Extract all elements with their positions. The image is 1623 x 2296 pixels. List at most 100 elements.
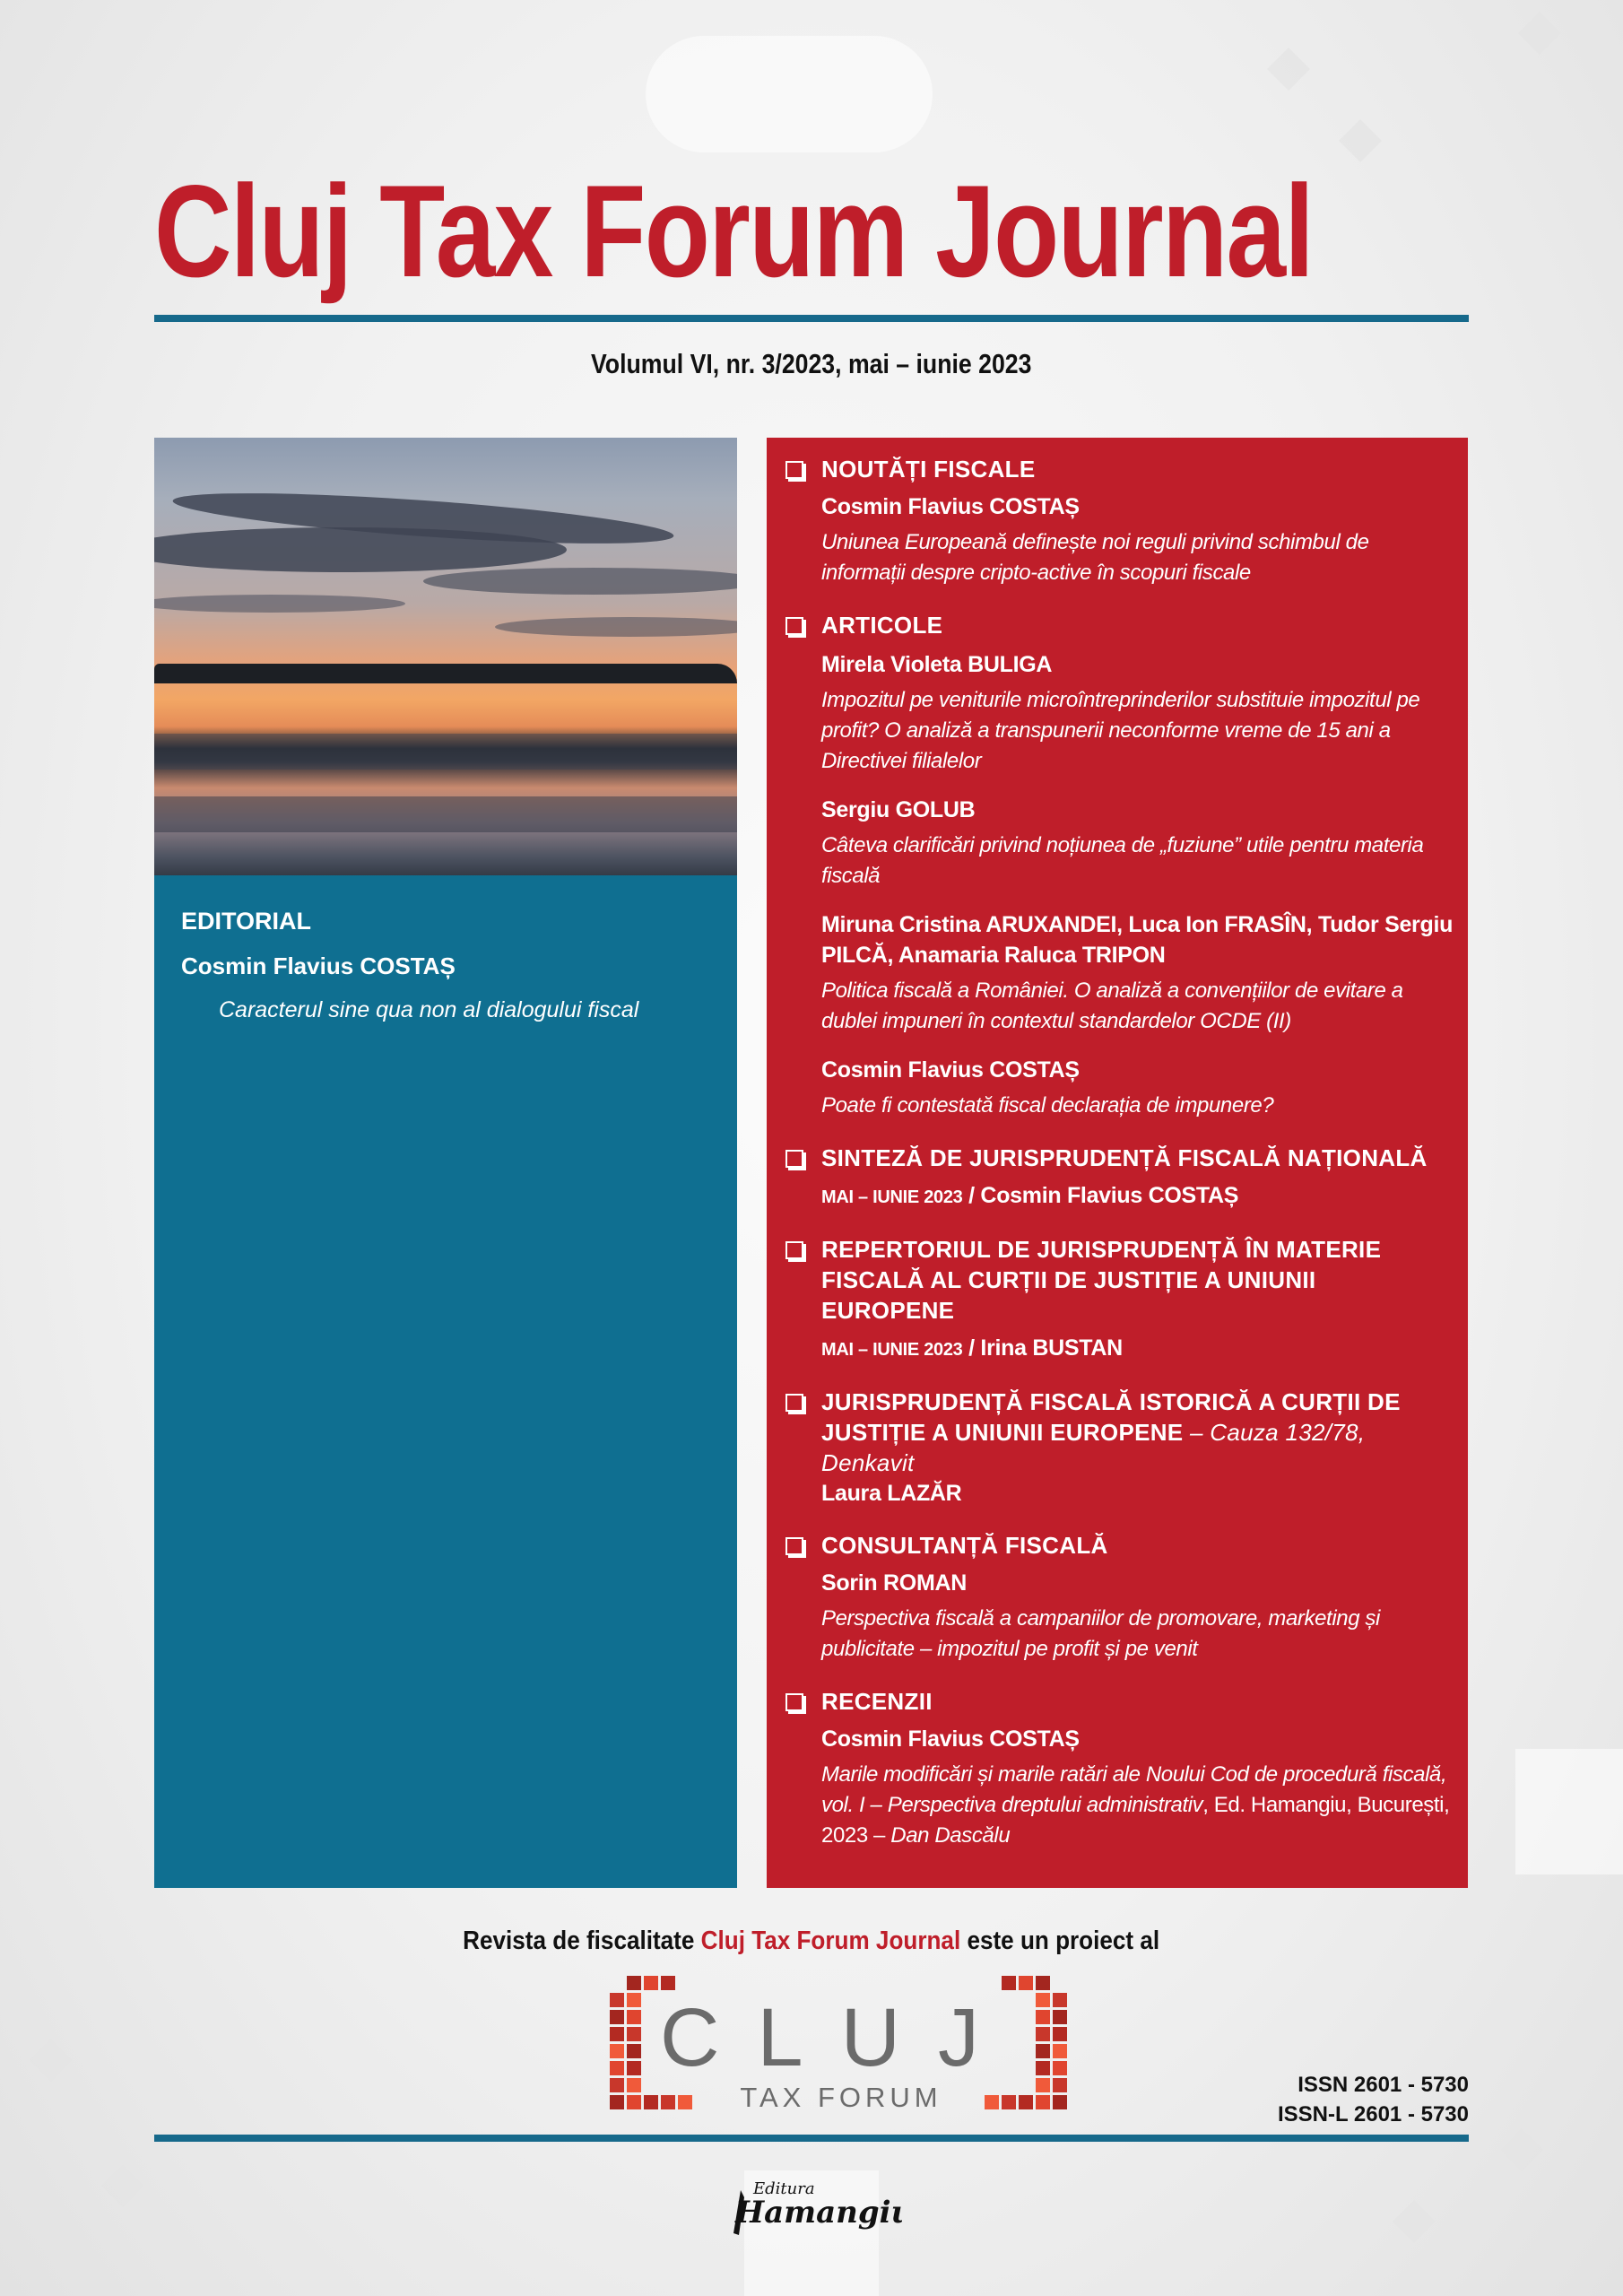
logo-pixel-square <box>1036 2095 1050 2109</box>
project-statement-prefix: Revista de fiscalitate <box>463 1926 702 1955</box>
logo-pixel-square <box>1053 2095 1067 2109</box>
logo-pixel-square <box>644 1976 658 1990</box>
logo-pixel-square <box>610 2010 624 2024</box>
background-cloud-shape <box>646 36 933 152</box>
article-title: Politica fiscală a României. O analiză a… <box>821 978 1403 1033</box>
section-heading-text: JURISPRUDENȚĂ FISCALĂ ISTORICĂ A CURȚII … <box>821 1388 1401 1446</box>
background-envelope-shape <box>1515 1749 1623 1874</box>
photo-treeline <box>154 664 737 683</box>
issue-info-text: Volumul VI, nr. 3/2023, mai – iunie 2023 <box>591 348 1032 379</box>
article-entry: Cosmin Flavius COSTAȘ Poate fi contestat… <box>821 1055 1454 1121</box>
photo-reflection <box>154 796 737 832</box>
cluj-tax-forum-logo: CLUJ TAX FORUM <box>610 1976 1067 2110</box>
logo-pixel-square <box>1036 2027 1050 2041</box>
article-author: / Irina BUSTAN <box>962 1335 1123 1361</box>
checkbox-bullet-icon <box>785 1394 803 1412</box>
logo-pixel-square <box>1002 2095 1016 2109</box>
background-diamond <box>1499 2127 1544 2172</box>
logo-pixel-square <box>1036 2061 1050 2075</box>
section-heading: JURISPRUDENȚĂ FISCALĂ ISTORICĂ A CURȚII … <box>821 1387 1454 1478</box>
article-entry: Sergiu GOLUB Câteva clarificări privind … <box>821 795 1454 891</box>
case-reference: – Cauza 132/78, Denkavit <box>821 1419 1366 1476</box>
section-recenzii: RECENZII Cosmin Flavius COSTAȘ Marile mo… <box>785 1686 1454 1851</box>
logo-pixel-square <box>1019 2095 1033 2109</box>
section-heading: REPERTORIUL DE JURISPRUDENȚĂ ÎN MATERIE … <box>821 1236 1382 1324</box>
photo-cloud <box>423 568 737 595</box>
article-author: Cosmin Flavius COSTAȘ <box>821 494 1080 519</box>
logo-pixel-square <box>661 2095 675 2109</box>
logo-pixel-square <box>1002 1976 1016 1990</box>
logo-pixel-square <box>627 2010 641 2024</box>
section-heading: NOUTĂȚI FISCALE <box>821 456 1036 483</box>
article-author: Cosmin Flavius COSTAȘ <box>821 1057 1080 1083</box>
logo-tax-forum-text: TAX FORUM <box>740 2082 942 2110</box>
project-statement: Revista de fiscalitate Cluj Tax Forum Jo… <box>0 1926 1623 1956</box>
logo-pixel-square <box>644 2095 658 2109</box>
top-divider <box>154 315 1469 322</box>
article-author: Cosmin Flavius COSTAȘ <box>821 1726 1080 1752</box>
article-title: Impozitul pe veniturile microîntreprinde… <box>821 688 1420 773</box>
book-publisher: , Ed. Hamangiu, București, 2023 – <box>821 1793 1450 1848</box>
checkbox-bullet-icon <box>785 1537 803 1555</box>
logo-pixel-square <box>610 2061 624 2075</box>
section-articole: ARTICOLE Mirela Violeta BULIGA Impozitul… <box>785 610 1454 1121</box>
logo-pixel-square <box>610 2044 624 2058</box>
photo-reflection <box>154 734 737 770</box>
checkbox-bullet-icon <box>785 617 803 635</box>
logo-pixel-square <box>1053 2061 1067 2075</box>
checkbox-bullet-icon <box>785 1150 803 1168</box>
period: MAI – IUNIE 2023 <box>821 1340 963 1360</box>
article-author: Sergiu GOLUB <box>821 797 976 822</box>
photo-cloud <box>154 595 405 613</box>
section-period-author: MAI – IUNIE 2023 / Cosmin Flavius COSTAȘ <box>821 1180 1454 1213</box>
section-noutati-fiscale: NOUTĂȚI FISCALE Cosmin Flavius COSTAȘ Un… <box>785 454 1454 588</box>
editorial-panel: EDITORIAL Cosmin Flavius COSTAȘ Caracter… <box>154 875 737 1888</box>
logo-pixel-square <box>1036 1976 1050 1990</box>
section-heading: ARTICOLE <box>821 612 943 639</box>
book-title: Marile modificări și marile ratări ale N… <box>821 1762 1447 1817</box>
logo-pixel-square <box>627 2044 641 2058</box>
logo-pixel-square <box>627 2078 641 2092</box>
bottom-divider <box>154 2135 1469 2142</box>
background-diamond <box>1266 47 1311 91</box>
journal-title: Cluj Tax Forum Journal <box>154 158 1315 304</box>
logo-pixel-square <box>678 2095 692 2109</box>
review-title: Marile modificări și marile ratări ale N… <box>821 1760 1454 1851</box>
background-diamond <box>29 2038 74 2083</box>
issue-info: Volumul VI, nr. 3/2023, mai – iunie 2023 <box>0 348 1623 380</box>
checkbox-bullet-icon <box>785 1693 803 1711</box>
cover-photo-sunset-lake <box>154 438 737 875</box>
photo-cloud <box>495 617 737 637</box>
logo-pixel-square <box>661 1976 675 1990</box>
article-author: Miruna Cristina ARUXANDEI, Luca Ion FRAS… <box>821 912 1454 968</box>
article-title: Uniunea Europeană definește noi reguli p… <box>821 530 1369 585</box>
table-of-contents: NOUTĂȚI FISCALE Cosmin Flavius COSTAȘ Un… <box>767 438 1468 1888</box>
logo-pixel-square <box>610 1993 624 2007</box>
logo-pixel-square <box>610 2095 624 2109</box>
background-diamond <box>1517 11 1562 56</box>
background-house-shape <box>744 2170 879 2296</box>
logo-quill-icon <box>733 2190 744 2235</box>
logo-pixel-square <box>1053 1993 1067 2007</box>
editorial-heading: EDITORIAL <box>181 908 312 935</box>
section-repertoriul: REPERTORIUL DE JURISPRUDENȚĂ ÎN MATERIE … <box>785 1234 1454 1365</box>
logo-editura-text: Editura <box>752 2179 815 2198</box>
logo-pixel-square <box>610 2027 624 2041</box>
logo-pixel-square <box>610 2078 624 2092</box>
editorial-title: Caracterul sine qua non al dialogului fi… <box>219 997 639 1022</box>
article-entry: Miruna Cristina ARUXANDEI, Luca Ion FRAS… <box>821 909 1454 1037</box>
article-author: Sorin ROMAN <box>821 1570 967 1596</box>
logo-pixel-brackets <box>610 1976 1067 2109</box>
article-author: Laura LAZĂR <box>821 1481 962 1506</box>
section-heading: CONSULTANȚĂ FISCALĂ <box>821 1532 1108 1559</box>
logo-pixel-square <box>1053 2044 1067 2058</box>
section-sinteza-jurisprudenta: SINTEZĂ DE JURISPRUDENȚĂ FISCALĂ NAȚIONA… <box>785 1143 1454 1213</box>
editura-hamangiu-logo: Editura Hamangiu <box>733 2179 902 2235</box>
background-diamond <box>100 2163 145 2208</box>
section-period-author: MAI – IUNIE 2023 / Irina BUSTAN <box>821 1333 1454 1365</box>
logo-pixel-square <box>1036 2010 1050 2024</box>
article-title: Câteva clarificări privind noțiunea de „… <box>821 833 1424 888</box>
logo-pixel-square <box>1036 2044 1050 2058</box>
logo-pixel-square <box>627 2061 641 2075</box>
logo-pixel-square <box>1036 1993 1050 2007</box>
